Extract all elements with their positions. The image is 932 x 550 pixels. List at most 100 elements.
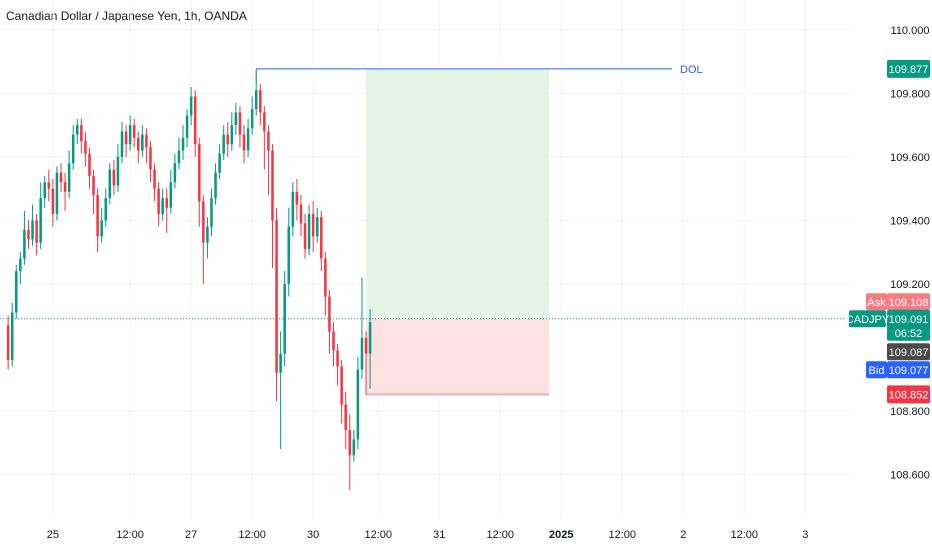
candle-body	[344, 404, 347, 430]
last-price-bg	[887, 309, 930, 341]
y-tick-label: 108.800	[890, 406, 930, 418]
candle	[360, 277, 364, 380]
x-tick-label: 12:00	[486, 529, 514, 541]
candle-body	[63, 182, 67, 192]
stop-price-tag-bg	[887, 385, 930, 404]
candle	[356, 356, 360, 449]
candle-body	[104, 198, 108, 221]
bid-price-tag-text: 109.077	[889, 365, 929, 377]
candle	[222, 125, 225, 161]
candle-body	[51, 188, 55, 215]
candle	[234, 102, 238, 135]
candle	[104, 188, 108, 227]
candle-body	[39, 198, 42, 243]
ask-price-tag-bg	[887, 293, 930, 311]
candle	[169, 169, 173, 215]
candle	[39, 182, 42, 249]
candle	[218, 144, 221, 180]
candle	[364, 331, 368, 395]
candle-body	[222, 134, 225, 154]
candle	[271, 144, 274, 268]
candle	[132, 118, 136, 148]
candle-body	[145, 134, 148, 148]
candle-body	[43, 182, 46, 199]
candle	[283, 271, 286, 367]
candle-body	[193, 96, 197, 145]
ask-label-tag: Ask	[866, 293, 887, 311]
target-price-tag-bg	[887, 59, 930, 78]
candle-body	[328, 296, 331, 332]
candle	[141, 125, 144, 157]
candle-body	[169, 182, 173, 208]
candle-body	[352, 439, 356, 456]
x-tick-label: 27	[185, 529, 197, 541]
candle-body	[124, 131, 128, 145]
candle	[259, 83, 262, 126]
candle	[149, 141, 152, 183]
candle	[161, 188, 164, 221]
candle	[55, 166, 59, 221]
candle-body	[185, 115, 189, 138]
candle-body	[356, 369, 360, 440]
candle	[59, 163, 63, 192]
candle-body	[364, 337, 368, 354]
candle	[157, 182, 160, 227]
candle	[320, 210, 323, 272]
y-tick-label: 109.800	[890, 88, 930, 100]
candle-body	[348, 429, 352, 456]
bid-label-tag: Bid	[866, 361, 887, 379]
candle-body	[299, 204, 303, 224]
x-tick-label: 12:00	[608, 529, 636, 541]
candle	[250, 96, 254, 135]
x-tick-label: 2025	[549, 529, 573, 541]
candle-body	[246, 128, 250, 151]
candle-body	[23, 229, 26, 259]
candle-body	[149, 147, 152, 170]
symbol-tag: CADJPY	[846, 310, 890, 328]
candle	[287, 207, 291, 297]
candle-body	[59, 172, 63, 183]
candle-body	[128, 125, 132, 145]
candle	[352, 429, 356, 462]
bid-label-tag-bg	[866, 361, 887, 379]
stop-price-tag: 108.852	[887, 385, 930, 404]
candle	[336, 344, 339, 386]
candle	[76, 118, 79, 145]
y-tick-label: 110.000	[891, 25, 930, 37]
x-tick-label: 2	[680, 529, 686, 541]
candle-body	[189, 96, 193, 116]
candle-body	[340, 366, 343, 405]
ask-label-tag-text: Ask	[867, 297, 886, 309]
candle-body	[238, 112, 242, 135]
candle	[67, 150, 71, 199]
candle	[242, 125, 246, 164]
candle-body	[202, 201, 205, 243]
countdown-text: 06:52	[895, 328, 923, 340]
candle-body	[92, 175, 95, 195]
chart-title: Canadian Dollar / Japanese Yen, 1h, OAND…	[6, 9, 247, 23]
candle	[189, 87, 193, 126]
candle	[108, 163, 112, 205]
candle	[92, 169, 95, 215]
bid-price-tag-bg	[887, 361, 930, 379]
candles	[6, 74, 372, 491]
candle-body	[360, 337, 364, 370]
candle	[137, 131, 140, 164]
candle	[206, 217, 209, 259]
candle	[31, 204, 34, 246]
candle	[238, 106, 242, 148]
candle	[128, 115, 132, 151]
candle-body	[250, 109, 254, 129]
candle-body	[275, 220, 278, 373]
candle-body	[226, 134, 230, 145]
candle	[291, 182, 295, 237]
candle	[43, 175, 46, 208]
candle-body	[254, 90, 258, 110]
candle-body	[336, 350, 339, 367]
candle	[198, 137, 201, 227]
target-zone	[366, 68, 550, 319]
candle-body	[100, 220, 103, 237]
candle-body	[242, 134, 246, 151]
